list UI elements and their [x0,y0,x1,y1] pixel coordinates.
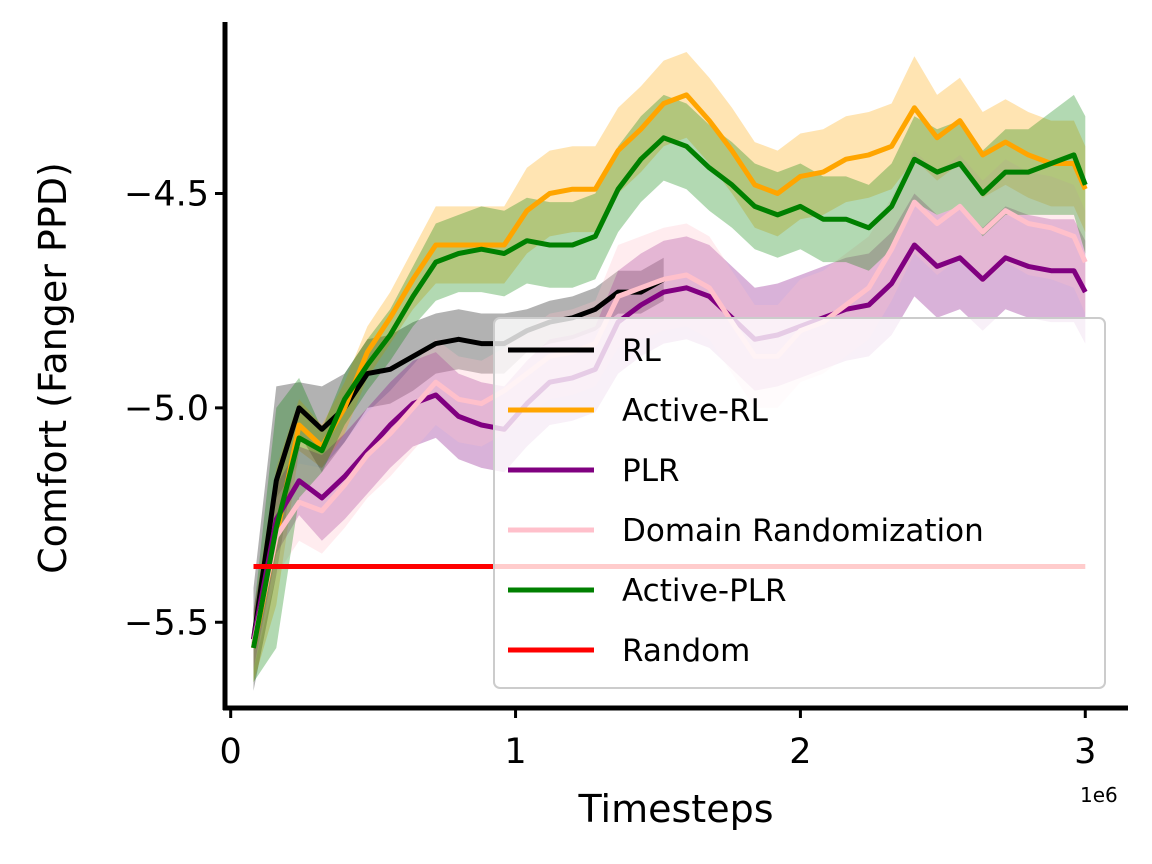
legend-frame [493,317,1106,689]
series-line-domain-randomization [251,199,1088,645]
y-tick-label: −4.5 [124,175,209,215]
legend: RL Active-RL PLR Domain Randomization Active… [493,317,1106,689]
series-lines [251,92,1088,649]
x-ticks: 0 1 2 3 [220,708,1096,772]
y-tick-label: −5.5 [124,603,209,643]
x-offset-label: 1e6 [1080,783,1118,807]
x-axis-label: Timesteps [578,787,774,831]
y-ticks: −5.5 −5.0 −4.5 [124,175,225,643]
confidence-bands [253,52,1086,691]
legend-label-random: Random [622,633,750,669]
band-domain-randomization [253,150,1086,670]
x-tick-label: 3 [1074,732,1096,772]
series-line-plr [251,242,1088,640]
series-line-active-plr [251,135,1088,649]
series-line-rl [251,277,665,640]
axes [222,22,1128,711]
legend-label-active-rl: Active-RL [622,393,769,429]
x-tick-label: 2 [789,732,811,772]
series-line-active-rl [251,92,1088,649]
y-tick-label: −5.0 [124,389,209,429]
legend-label-domain-randomization: Domain Randomization [622,513,984,549]
legend-label-rl: RL [622,333,662,369]
legend-label-active-plr: Active-PLR [622,573,787,609]
band-active-plr [253,94,1086,683]
band-plr [253,193,1086,670]
x-tick-label: 0 [220,732,242,772]
band-active-rl [253,52,1086,683]
x-tick-label: 1 [504,732,526,772]
legend-label-plr: PLR [622,453,680,489]
band-rl [253,257,664,691]
y-axis-label: Comfort (Fanger PPD) [31,162,75,574]
